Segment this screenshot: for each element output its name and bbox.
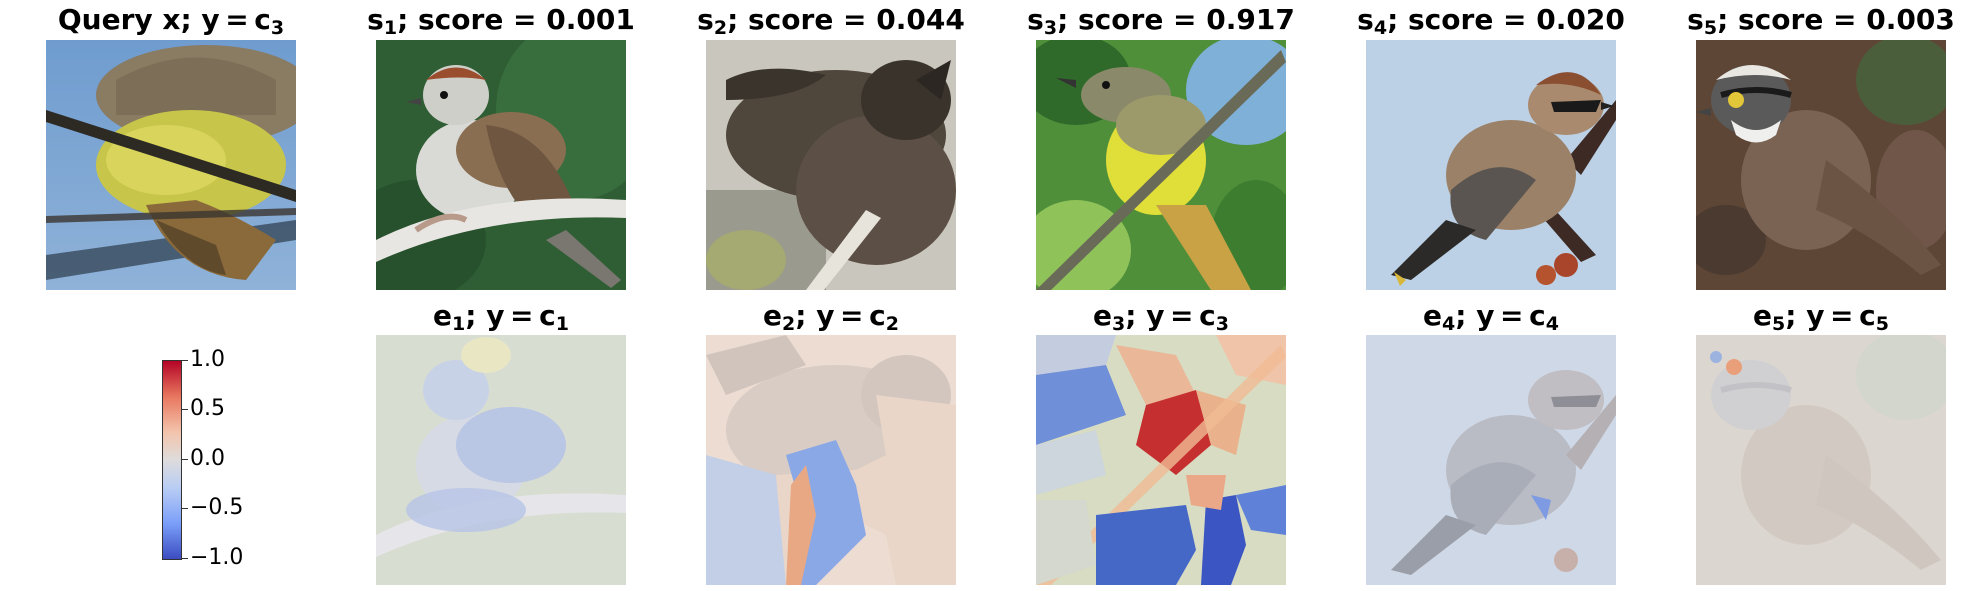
query-title-sub: 3 [270,17,285,39]
explanation-heatmap-4 [1366,335,1616,585]
explanation-class-text: ; y = c [795,299,886,332]
heatmap-overlay-icon [706,335,956,585]
sample-title-2: s2; score = 0.044 [661,3,1001,39]
sample-subscript: 1 [383,17,398,39]
colorbar-tick-label: −0.5 [190,495,244,520]
colorbar-tick [181,360,188,361]
explanation-class-text: ; y = c [465,299,556,332]
colorbar-tick [181,409,188,410]
explanation-title-1: e1; y = c1 [331,299,671,335]
sample-title-4: s4; score = 0.020 [1321,3,1661,39]
sample-score-text: ; score = 0.001 [397,3,635,36]
flycatcher-on-branch-photo-icon [1036,40,1286,290]
sample-symbol: s [1357,3,1374,36]
sample-title-1: s1; score = 0.001 [331,3,671,39]
sample-subscript: 5 [1703,17,1718,39]
colorbar-tick-label: 0.5 [190,396,225,421]
explanation-class-subscript: 2 [885,313,899,335]
sample-image-2 [706,40,956,290]
explanation-subscript: 1 [452,313,466,335]
sample-symbol: s [697,3,714,36]
explanation-title-5: e5; y = c5 [1651,299,1963,335]
colorbar-tick [181,459,188,460]
query-title-text: Query x; y = c [57,3,271,36]
explanation-class-subscript: 5 [1875,313,1889,335]
explanation-class-subscript: 1 [555,313,569,335]
colorbar-tick [181,558,188,559]
sample-score-text: ; score = 0.044 [727,3,965,36]
colorbar-tick-label: −1.0 [190,545,244,570]
explanation-symbol: e [763,299,783,332]
query-image [46,40,296,290]
colorbar-tick-label: 1.0 [190,347,225,372]
sample-subscript: 2 [713,17,728,39]
explanation-heatmap-5 [1696,335,1946,585]
yellow-bird-photo-icon [46,40,296,290]
heatmap-overlay-icon [376,335,626,585]
explanation-subscript: 3 [1112,313,1126,335]
explanation-subscript: 5 [1772,313,1786,335]
heatmap-overlay-icon [1036,335,1286,585]
heatmap-overlay-icon [1366,335,1616,585]
chipping-sparrow-photo-icon [376,40,626,290]
sample-subscript: 3 [1043,17,1058,39]
heatmap-overlay-icon [1696,335,1946,585]
sample-symbol: s [1027,3,1044,36]
cedar-waxwing-photo-icon [1366,40,1616,290]
explanation-subscript: 4 [1442,313,1456,335]
explanation-symbol: e [433,299,453,332]
sample-image-3 [1036,40,1286,290]
brown-bird-closeup-photo-icon [706,40,956,290]
white-throated-sparrow-photo-icon [1696,40,1946,290]
explanation-symbol: e [1753,299,1773,332]
sample-title-3: s3; score = 0.917 [991,3,1331,39]
sample-symbol: s [367,3,384,36]
colorbar [162,360,182,560]
sample-score-text: ; score = 0.003 [1717,3,1955,36]
explanation-class-subscript: 4 [1545,313,1559,335]
query-title: Query x; y = c3 [1,3,341,39]
explanation-title-2: e2; y = c2 [661,299,1001,335]
sample-image-1 [376,40,626,290]
explanation-heatmap-2 [706,335,956,585]
sample-title-5: s5; score = 0.003 [1651,3,1963,39]
explanation-symbol: e [1423,299,1443,332]
explanation-class-text: ; y = c [1455,299,1546,332]
colorbar-tick [181,508,188,509]
explanation-class-subscript: 3 [1215,313,1229,335]
sample-image-5 [1696,40,1946,290]
explanation-title-3: e3; y = c3 [991,299,1331,335]
sample-score-text: ; score = 0.020 [1387,3,1625,36]
explanation-subscript: 2 [782,313,796,335]
sample-symbol: s [1687,3,1704,36]
sample-image-4 [1366,40,1616,290]
sample-score-text: ; score = 0.917 [1057,3,1295,36]
sample-subscript: 4 [1373,17,1388,39]
explanation-symbol: e [1093,299,1113,332]
explanation-heatmap-3 [1036,335,1286,585]
colorbar-tick-label: 0.0 [190,446,225,471]
explanation-class-text: ; y = c [1785,299,1876,332]
explanation-class-text: ; y = c [1125,299,1216,332]
explanation-title-4: e4; y = c4 [1321,299,1661,335]
explanation-heatmap-1 [376,335,626,585]
